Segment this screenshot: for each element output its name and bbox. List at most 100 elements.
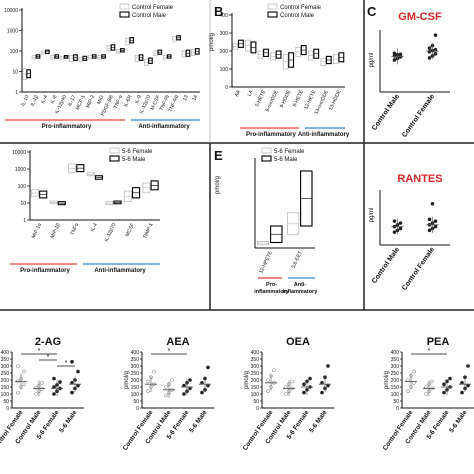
data-point [442,382,446,387]
y-axis-title: pmol/g [384,371,390,389]
data-point [76,369,80,374]
data-point [34,392,38,396]
group-label-anti: Anti-inflammatory [138,124,190,130]
data-point [392,58,397,62]
y-tick-label: 1 [23,218,26,224]
y-tick-label: 400 [391,350,400,356]
y-tick-label: 100 [10,49,19,55]
category-label: Control Male [371,93,401,132]
y-tick-label: 0 [256,406,259,412]
category-label: IL-10 [20,94,30,107]
y-tick-label: 100 [18,184,27,190]
y-tick-label: 250 [391,371,400,377]
legend-swatch [267,3,278,10]
data-point [430,201,435,206]
chart-title: PEA [427,336,450,348]
data-point [188,378,192,382]
data-point [22,369,26,374]
category-label: MCSF [125,222,136,237]
category-label: MIG [96,94,105,105]
chart-title-gm-csf: GM-CSF [398,11,442,23]
chart-title: 2-AG [35,336,61,348]
y-tick-label: 10000 [12,150,26,156]
data-point [392,219,397,223]
category-label: 5-6 Male [308,409,329,434]
y-tick-label: 300 [131,364,140,370]
y-tick-label: 0 [396,406,399,412]
category-label: 13-HODE [328,89,343,112]
significance-star: * [168,348,171,355]
category-label: IL-1β [30,94,40,107]
data-point [442,390,446,395]
data-point [40,380,44,385]
chart-title-rantes: RANTES [397,173,442,185]
significance-star: * [65,360,68,367]
legend-swatch [119,11,130,18]
y-tick-label: 200 [220,49,229,55]
data-point [272,368,276,373]
data-point [164,393,168,398]
chart-title: OEA [286,336,310,348]
y-tick-label: 350 [251,357,260,363]
y-axis-title: pmol/g [124,371,130,389]
group-label-pro: inflammatory [254,289,289,295]
category-label: TIMP-1 [142,222,154,240]
y-axis-title: pmol/g [244,371,250,389]
data-point [427,56,432,60]
y-tick-label: 50 [253,399,259,405]
data-point [22,382,26,387]
category-label: MIP-2 [85,94,96,109]
category-label: AA [234,89,243,98]
y-tick-label: 350 [1,357,10,363]
data-point [430,379,434,384]
y-tick-label: 250 [131,371,140,377]
legend-swatch [109,155,120,162]
category-label: TNF-α [113,94,125,110]
y-tick-label: 150 [1,385,10,391]
y-tick-label: 350 [131,357,140,363]
category-label: 9-HODE [279,89,293,109]
data-point [433,224,438,229]
data-point [448,376,452,381]
group-label-pro: Pro- [266,282,277,288]
legend-label: Control Male [132,13,167,19]
data-point [16,390,20,395]
group-label-anti: Anti-inflammatory [94,268,146,274]
category-label: Control Male [371,246,401,285]
category-label: Control Female [401,246,436,292]
y-axis-title: pmol/g [209,33,215,51]
legend-label: 5-6 Female [274,149,305,155]
y-tick-label: 200 [131,378,140,384]
data-point [433,51,438,56]
y-tick-label: 1 [15,90,18,96]
data-point [170,378,174,382]
panel-letter-c: C [367,4,377,19]
category-label: 5-6 Male [188,409,209,434]
y-tick-label: 400 [1,350,10,356]
data-point [460,390,464,395]
y-tick-label: 150 [131,385,140,391]
data-point [392,51,397,56]
y-tick-label: 0 [225,85,228,91]
y-tick-label: 350 [391,357,400,363]
significance-star: * [47,354,50,361]
group-label-pro: Pro-inflammatory [42,124,92,130]
y-tick-label: 10 [12,70,18,76]
category-label: IL-6R [123,94,134,108]
data-point [398,52,403,57]
data-point [70,359,74,364]
y-tick-label: 200 [1,378,10,384]
data-point [308,376,312,381]
y-tick-label: 300 [251,364,260,370]
category-label: IL-4 [40,94,49,105]
data-point [52,392,56,396]
y-tick-label: 10 [20,201,26,207]
data-point [427,49,432,54]
category-label: IL-6 [50,94,59,105]
y-tick-label: 250 [251,371,260,377]
y-tick-label: 100 [251,392,260,398]
data-point [392,230,397,234]
data-point [16,364,20,368]
group-label-anti: Anti- [294,282,307,288]
